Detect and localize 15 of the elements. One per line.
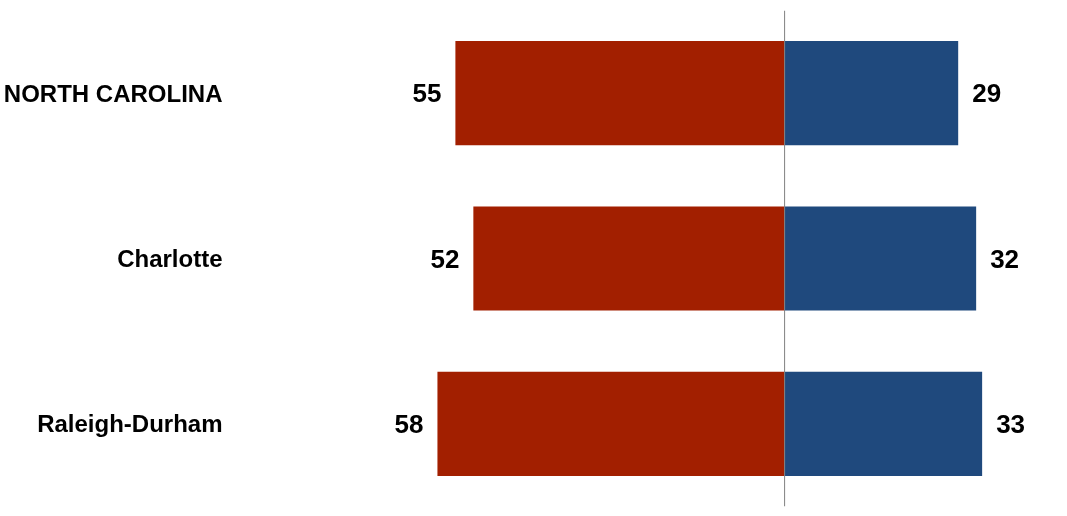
annotation: 52: [430, 243, 460, 274]
data-label: 33: [996, 408, 1026, 439]
data-label: 29: [972, 78, 1002, 109]
annotation: 55: [412, 78, 442, 109]
y-tick-label: NORTH CAROLINA: [3, 79, 223, 107]
bar: [455, 41, 785, 146]
data-label: 32: [990, 243, 1020, 274]
bar: [437, 371, 785, 476]
y-tick-label: Charlotte: [117, 245, 223, 272]
bar: [784, 371, 983, 476]
annotation: 58: [394, 408, 424, 439]
bar: [784, 41, 959, 146]
y-tick-label: Raleigh-Durham: [37, 410, 223, 438]
bar: [473, 206, 785, 311]
bar: [784, 206, 977, 311]
